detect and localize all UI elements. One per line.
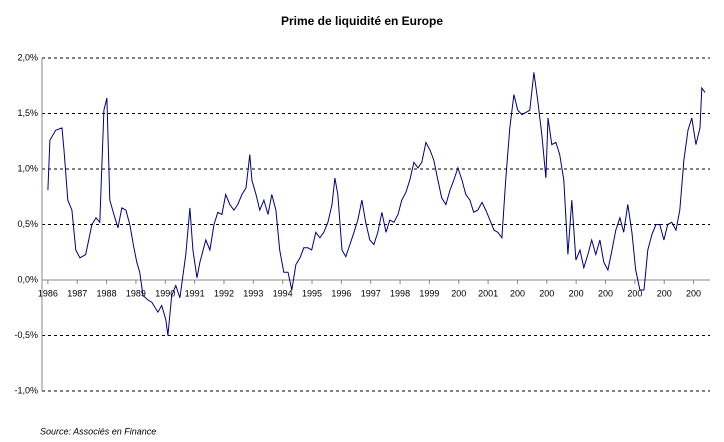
x-tick-label: 1991 — [185, 288, 205, 298]
x-tick-label: 1999 — [419, 288, 439, 298]
x-tick-label: 200 — [627, 288, 642, 298]
x-tick-label: 1997 — [361, 288, 381, 298]
y-tick-label: 0,5% — [17, 219, 38, 229]
x-tick-label: 1987 — [67, 288, 87, 298]
x-tick-label: 1996 — [331, 288, 351, 298]
x-tick-label: 200 — [510, 288, 525, 298]
x-tick-label: 200 — [657, 288, 672, 298]
x-tick-label: 1993 — [243, 288, 263, 298]
y-tick-label: -0,5% — [14, 330, 38, 340]
x-tick-label: 200 — [451, 288, 466, 298]
y-tick-label: -1,0% — [14, 385, 38, 395]
line — [47, 72, 706, 336]
x-tick-label: 200 — [539, 288, 554, 298]
x-tick-label: 1995 — [302, 288, 322, 298]
y-tick-label: 1,5% — [17, 108, 38, 118]
x-tick-label: 1998 — [390, 288, 410, 298]
x-tick-label: 200 — [569, 288, 584, 298]
x-tick-label: 1994 — [273, 288, 293, 298]
x-tick-label: 1988 — [97, 288, 117, 298]
y-tick-label: 0,0% — [17, 274, 38, 284]
x-tick-label: 1986 — [38, 288, 58, 298]
x-tick-label: 200 — [598, 288, 613, 298]
x-tick-label: 1989 — [126, 288, 146, 298]
y-tick-label: 1,0% — [17, 163, 38, 173]
x-tick-label: 2001 — [478, 288, 498, 298]
y-tick-label: 2,0% — [17, 52, 38, 62]
chart-title: Prime de liquidité en Europe — [281, 14, 443, 28]
x-tick-label: 1990 — [155, 288, 175, 298]
source: Source: Associés en Finance — [40, 426, 156, 436]
x-tick-label: 200 — [686, 288, 701, 298]
x-tick-label: 1992 — [214, 288, 234, 298]
